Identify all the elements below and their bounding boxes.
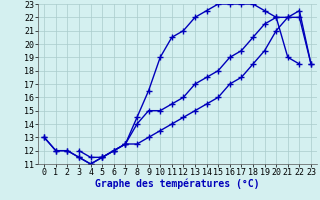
X-axis label: Graphe des températures (°C): Graphe des températures (°C) — [95, 179, 260, 189]
